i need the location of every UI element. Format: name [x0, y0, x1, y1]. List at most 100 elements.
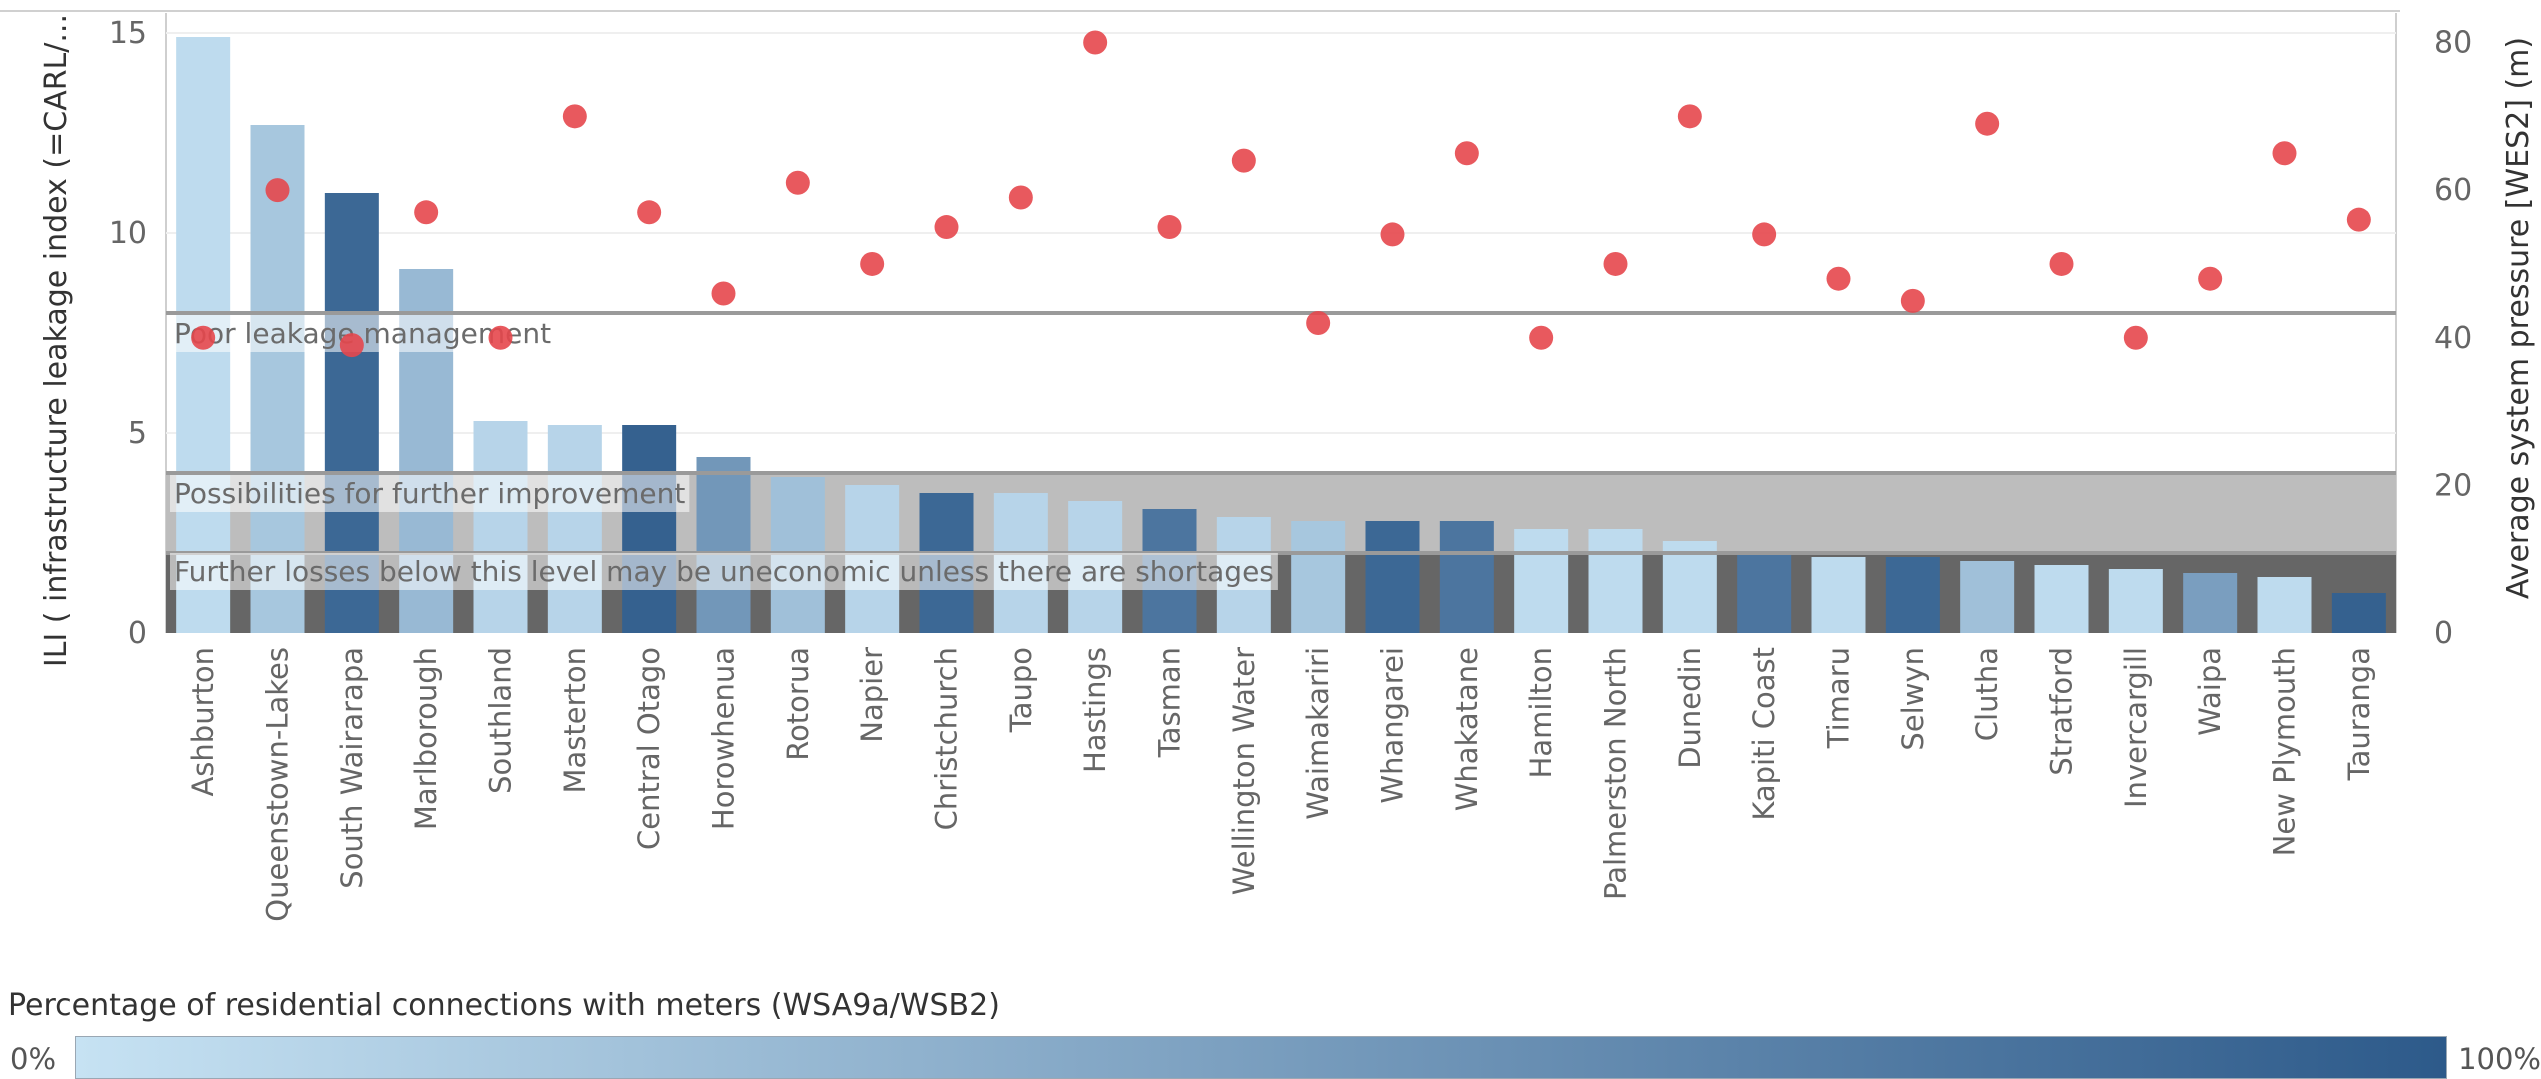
- x-tick-label: Whakatane: [1450, 647, 1484, 811]
- x-tick-label: Southland: [484, 647, 518, 794]
- bar: [1811, 557, 1866, 633]
- bar: [2331, 593, 2386, 633]
- x-tick-label: Ashburton: [186, 647, 220, 797]
- y2-tick-label: 60: [2434, 173, 2472, 208]
- scatter-point: [265, 178, 290, 203]
- bar: [1662, 541, 1717, 633]
- x-tick-label: Waipa: [2193, 647, 2227, 736]
- y2-axis-title: Average system pressure [WES2] (m): [2501, 37, 2536, 599]
- reference-line-label: Further losses below this level may be u…: [174, 555, 1274, 588]
- bar: [2108, 569, 2163, 633]
- x-tick-label: Selwyn: [1896, 647, 1930, 751]
- y-tick-label: 0: [128, 616, 147, 651]
- color-legend-min-label: 0%: [10, 1042, 57, 1076]
- scatter-point: [2049, 251, 2074, 276]
- x-tick-label: Waimakariri: [1301, 647, 1335, 820]
- reference-line-label: Possibilities for further improvement: [174, 477, 685, 510]
- scatter-point: [1157, 215, 1182, 240]
- x-tick-label: New Plymouth: [2268, 647, 2302, 856]
- bar: [622, 425, 677, 633]
- bar: [1291, 521, 1346, 633]
- y2-tick-label: 40: [2434, 321, 2472, 356]
- bar: [1588, 529, 1643, 633]
- scatter-point: [1306, 311, 1331, 335]
- x-tick-label: Taupo: [1004, 647, 1038, 733]
- x-tick-label: Stratford: [2045, 647, 2079, 776]
- scatter-point: [1677, 104, 1702, 129]
- scatter-point: [1826, 266, 1851, 291]
- x-tick-label: Queenstown-Lakes: [261, 647, 295, 922]
- scatter-point: [339, 333, 364, 358]
- scatter-point: [414, 200, 439, 225]
- x-tick-label: Tauranga: [2342, 647, 2376, 781]
- x-tick-label: Horowhenua: [707, 647, 741, 830]
- scatter-point: [2198, 266, 2223, 291]
- x-tick-label: Central Otago: [632, 647, 666, 850]
- scatter-point: [1529, 325, 1554, 350]
- x-tick-label: Dunedin: [1673, 647, 1707, 769]
- x-tick-label: Hamilton: [1524, 647, 1558, 778]
- scatter-point: [1454, 141, 1479, 166]
- x-tick-label: Clutha: [1970, 647, 2004, 741]
- x-tick-label: Palmerston North: [1599, 647, 1633, 900]
- scatter-point: [1752, 222, 1777, 247]
- x-tick-label: Hastings: [1078, 647, 1112, 773]
- bar: [696, 457, 751, 633]
- scatter-point: [2272, 141, 2297, 166]
- bar: [1365, 521, 1420, 633]
- bar: [1737, 553, 1792, 633]
- scatter-point: [934, 215, 959, 240]
- reference-label-background: [170, 475, 690, 512]
- scatter-point: [2123, 325, 2148, 350]
- bar: [1960, 561, 2015, 633]
- scatter-point: [1900, 288, 1925, 313]
- y2-tick-label: 80: [2434, 26, 2472, 61]
- x-tick-label: Marlborough: [409, 647, 443, 830]
- y-tick-label: 15: [109, 16, 147, 51]
- scatter-point: [562, 104, 587, 129]
- bar: [1514, 529, 1569, 633]
- color-legend-max-label: 100%: [2458, 1042, 2541, 1076]
- reference-label-background: [170, 553, 1278, 590]
- color-legend-gradient[interactable]: [75, 1036, 2447, 1079]
- y-tick-label: 10: [109, 216, 147, 251]
- scatter-point: [1083, 30, 1108, 55]
- scatter-point: [711, 281, 736, 306]
- scatter-point: [637, 200, 662, 225]
- bar: [2183, 573, 2238, 633]
- bar: [1885, 557, 1940, 633]
- x-tick-label: Masterton: [558, 647, 592, 794]
- x-tick-label: Whangarei: [1376, 647, 1410, 804]
- bar: [1439, 521, 1494, 633]
- bar: [2034, 565, 2089, 633]
- x-tick-label: Wellington Water: [1227, 647, 1261, 895]
- y2-tick-label: 0: [2434, 616, 2453, 651]
- scatter-point: [860, 251, 885, 276]
- scatter-point: [2346, 207, 2371, 232]
- bar: [473, 421, 528, 633]
- scatter-point: [488, 325, 513, 350]
- y2-tick-label: 20: [2434, 468, 2472, 503]
- x-tick-label: Kapiti Coast: [1747, 647, 1781, 821]
- color-legend-title: Percentage of residential connections wi…: [8, 988, 1000, 1023]
- x-tick-label: Invercargill: [2119, 647, 2153, 808]
- scatter-point: [1008, 185, 1033, 210]
- scatter-point: [785, 170, 810, 195]
- y-axis-title: ILI ( infrastructure leakage index (=CAR…: [39, 14, 74, 667]
- scatter-point: [1603, 251, 1628, 276]
- scatter-point: [1231, 148, 1256, 173]
- x-tick-label: Rotorua: [781, 647, 815, 761]
- scatter-point: [191, 325, 216, 350]
- y-tick-label: 5: [128, 416, 147, 451]
- x-tick-label: Timaru: [1822, 647, 1856, 749]
- bar: [250, 125, 305, 633]
- bar: [547, 425, 602, 633]
- x-tick-label: Napier: [855, 647, 889, 743]
- x-tick-label: South Wairarapa: [335, 647, 369, 889]
- x-tick-label: Tasman: [1153, 647, 1187, 758]
- scatter-point: [1380, 222, 1405, 247]
- bar: [2257, 577, 2312, 633]
- scatter-point: [1975, 111, 2000, 136]
